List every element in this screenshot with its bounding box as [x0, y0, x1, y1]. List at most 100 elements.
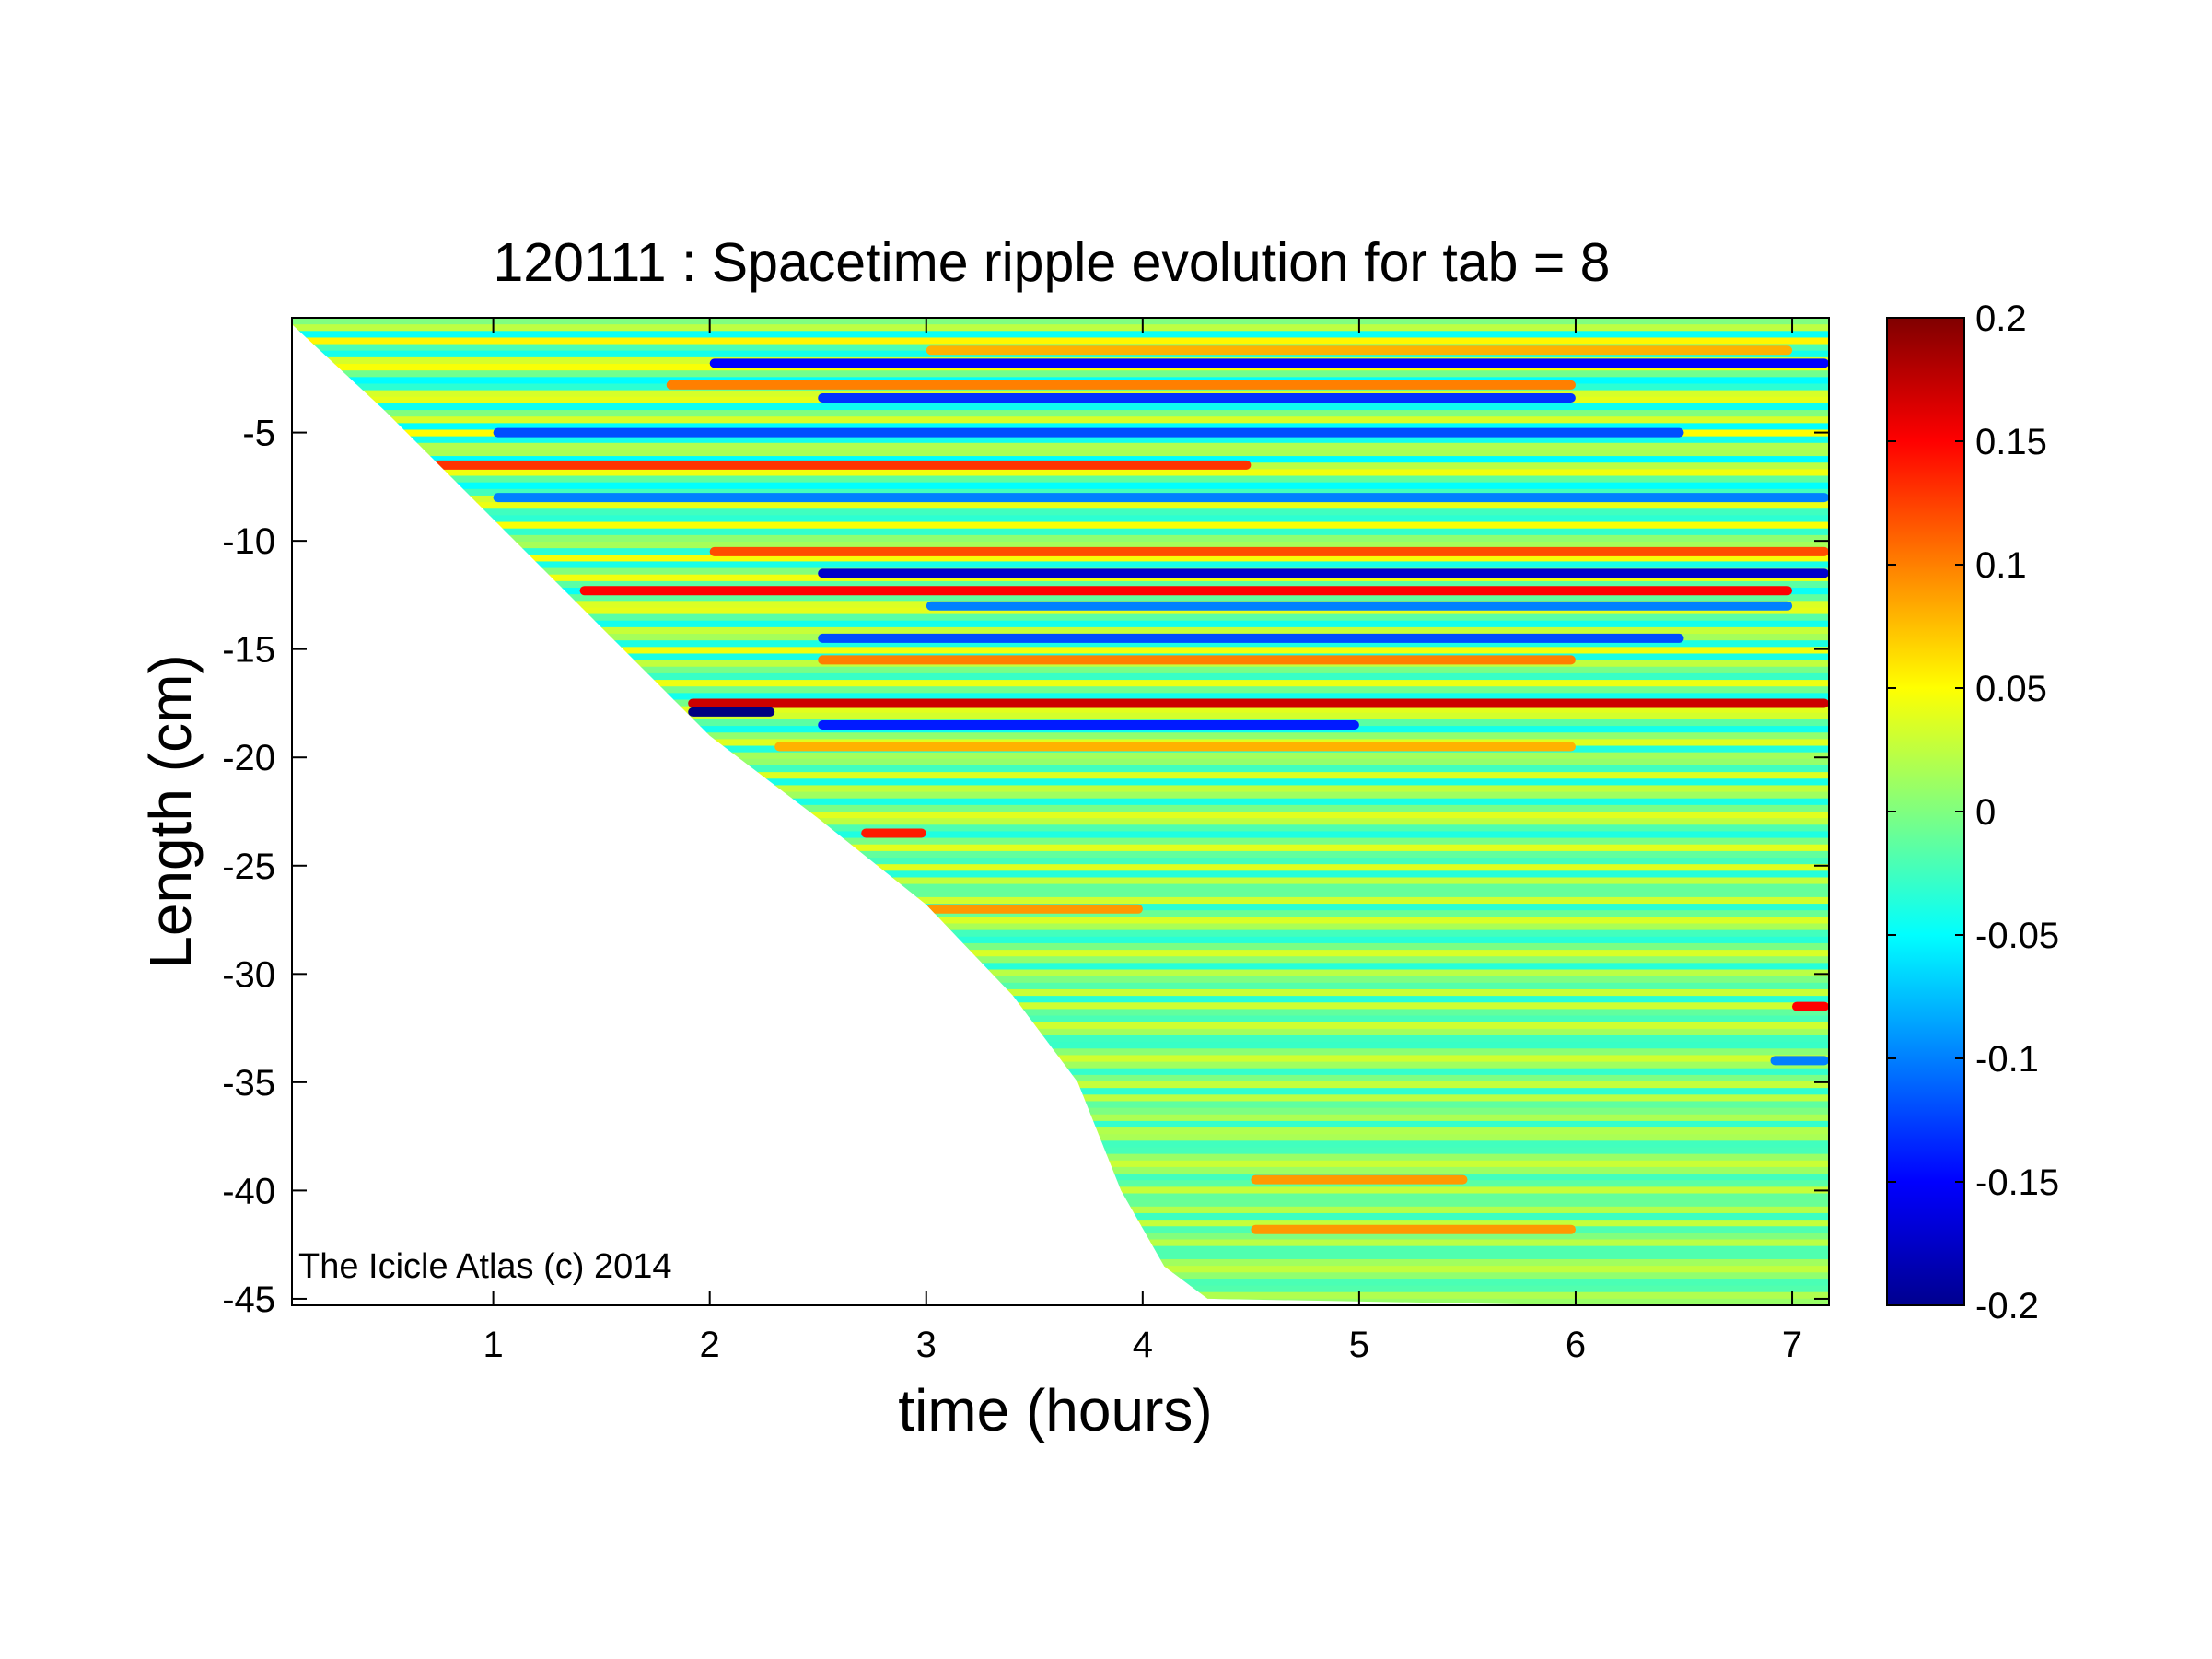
y-tick-label: -25: [222, 847, 275, 887]
heatmap-row: [292, 791, 1829, 800]
heatmap-row: [292, 423, 1829, 431]
heatmap-row: [292, 758, 1829, 766]
heatmap-row: [292, 1160, 1829, 1168]
x-axis: 1 2 3 4 5 6 7: [483, 318, 1802, 1365]
colorbar-ticks: 0.2 0.15 0.1 0.05 0 -0.05 -0.1 -0.15 -0.2: [1887, 298, 2059, 1326]
heatmap-row: [292, 370, 1829, 378]
heatmap-feature: [818, 633, 1684, 643]
heatmap-row: [292, 1015, 1829, 1023]
heatmap-row: [292, 521, 1829, 530]
heatmap-row: [292, 574, 1829, 582]
x-axis-label: time (hours): [898, 1377, 1212, 1443]
heatmap-row: [292, 1233, 1829, 1241]
heatmap-row: [292, 785, 1829, 793]
heatmap-row: [292, 1127, 1829, 1135]
heatmap-row: [292, 929, 1829, 938]
x-tick-label: 5: [1349, 1325, 1369, 1365]
heatmap-row: [292, 1166, 1829, 1174]
colorbar-tick-label: 0.1: [1975, 545, 2027, 586]
plot-frame: [291, 317, 1830, 1306]
heatmap-row: [292, 647, 1829, 655]
heatmap-feature: [493, 427, 1684, 438]
heatmap-row: [292, 469, 1829, 477]
x-tick-label: 4: [1133, 1325, 1153, 1365]
heatmap-row: [292, 890, 1829, 898]
heatmap-feature: [579, 586, 1792, 596]
heatmap-feature: [406, 460, 1252, 470]
heatmap-row: [292, 561, 1829, 569]
heatmap-row: [292, 910, 1829, 917]
heatmap-row: [292, 613, 1829, 622]
heatmap-row: [292, 410, 1829, 417]
heatmap-row: [292, 976, 1829, 984]
heatmap-row: [292, 1009, 1829, 1017]
heatmap-feature: [818, 568, 1829, 578]
y-tick-label: -20: [222, 738, 275, 778]
heatmap-row: [292, 1074, 1829, 1082]
heatmap-row: [292, 778, 1829, 787]
heatmap-feature: [818, 655, 1576, 665]
heatmap-row: [292, 837, 1829, 846]
heatmap-row: [292, 1022, 1829, 1030]
heatmap-row: [292, 620, 1829, 628]
y-tick-label: -15: [222, 630, 275, 671]
heatmap-row: [292, 515, 1829, 523]
heatmap-row: [292, 877, 1829, 885]
heatmap-row: [292, 1220, 1829, 1227]
heatmap-row: [292, 917, 1829, 925]
heatmap-row: [292, 1206, 1829, 1214]
heatmap-row: [292, 818, 1829, 825]
heatmap-row: [292, 883, 1829, 892]
heatmap-feature: [1792, 1001, 1829, 1011]
heatmap-row: [292, 824, 1829, 833]
heatmap-row: [292, 1140, 1829, 1149]
heatmap-row: [292, 1028, 1829, 1036]
heatmap-row: [292, 812, 1829, 819]
heatmap-row: [292, 1180, 1829, 1187]
heatmap-row: [292, 1134, 1829, 1141]
y-tick-label: -45: [222, 1279, 275, 1320]
heatmap-row: [292, 1034, 1829, 1043]
heatmap-row: [292, 534, 1829, 543]
x-tick-label: 3: [916, 1325, 937, 1365]
heatmap-row: [292, 858, 1829, 865]
heatmap-feature: [1251, 1174, 1468, 1185]
heatmap-row: [292, 772, 1829, 779]
chart-title: 120111 : Spacetime ripple evolution for …: [493, 232, 1610, 293]
heatmap-row: [292, 1048, 1829, 1057]
heatmap-row: [292, 1081, 1829, 1089]
x-tick-label: 6: [1566, 1325, 1586, 1365]
heatmap-row: [292, 831, 1829, 839]
colorbar-tick-label: -0.2: [1975, 1286, 2039, 1326]
heatmap-feature: [926, 345, 1793, 356]
heatmap-row: [292, 1094, 1829, 1103]
x-tick-label: 1: [483, 1325, 503, 1365]
y-tick-label: -30: [222, 954, 275, 995]
heatmap-row: [292, 693, 1829, 701]
heatmap-row: [292, 1068, 1829, 1076]
heatmap-row: [292, 528, 1829, 536]
heatmap-row: [292, 607, 1829, 615]
colorbar-tick-label: 0.15: [1975, 422, 2047, 462]
heatmap-row: [292, 331, 1829, 339]
heatmap-row: [292, 488, 1829, 497]
plot-area: 1 2 3 4 5 6 7 -5 -10 -15 -20 -25 -30 -35 -40 -45: [222, 317, 1830, 1365]
heatmap-row: [292, 942, 1829, 951]
heatmap-row: [292, 1212, 1829, 1221]
colorbar-tick-label: -0.05: [1975, 916, 2059, 956]
heatmap-row: [292, 896, 1829, 905]
heatmap-feature: [1251, 1224, 1576, 1234]
heatmap-row: [292, 1107, 1829, 1116]
heatmap-row: [292, 969, 1829, 977]
heatmap: [292, 318, 1829, 1305]
colorbar: 0.2 0.15 0.1 0.05 0 -0.05 -0.1 -0.15 -0.2: [1886, 298, 2059, 1326]
heatmap-row: [292, 1042, 1829, 1049]
heatmap-row: [292, 1291, 1829, 1300]
heatmap-row: [292, 403, 1829, 411]
heatmap-features: [406, 345, 1829, 1234]
colorbar-tick-label: 0.05: [1975, 669, 2047, 709]
colorbar-tick-label: 0: [1975, 792, 1996, 833]
colorbar-tick-label: -0.1: [1975, 1039, 2039, 1080]
heatmap-row: [292, 449, 1829, 457]
